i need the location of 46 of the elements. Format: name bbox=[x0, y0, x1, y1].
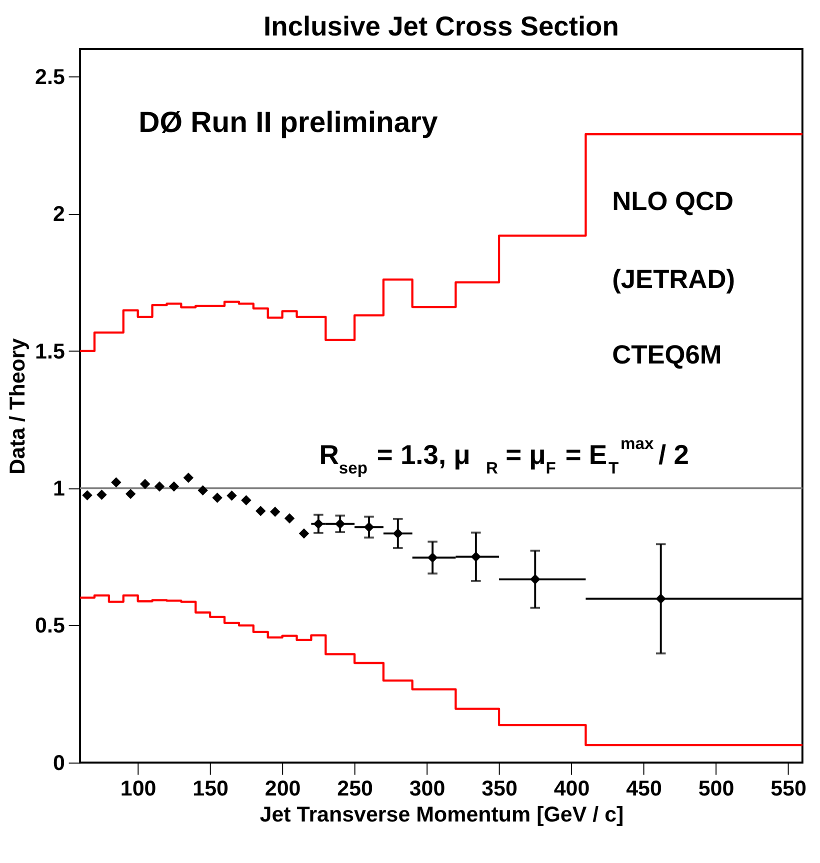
point bbox=[270, 506, 280, 517]
point bbox=[427, 552, 438, 563]
point bbox=[212, 492, 222, 503]
point bbox=[334, 518, 346, 529]
point bbox=[125, 488, 136, 500]
x-tick-label: 500 bbox=[698, 776, 734, 800]
point bbox=[530, 574, 540, 584]
annotation: (JETRAD) bbox=[612, 264, 736, 294]
point bbox=[226, 490, 237, 501]
annotation: NLO QCD bbox=[612, 186, 734, 216]
annotation: CTEQ6M bbox=[612, 339, 722, 370]
x-tick-label: 250 bbox=[337, 776, 374, 800]
point bbox=[198, 485, 208, 496]
y-tick-label: 0 bbox=[52, 750, 65, 775]
point bbox=[168, 481, 180, 492]
y-tick-label: 0.5 bbox=[35, 614, 65, 638]
annotation: DØ Run II preliminary bbox=[138, 106, 439, 140]
x-tick-label: 450 bbox=[626, 776, 662, 800]
point bbox=[298, 528, 310, 539]
point bbox=[82, 490, 92, 500]
x-tick-label: 350 bbox=[482, 776, 518, 800]
x-tick-label: 300 bbox=[409, 776, 446, 800]
point bbox=[364, 522, 374, 532]
point bbox=[96, 490, 107, 500]
x-tick-label: 150 bbox=[192, 776, 229, 800]
chart-title: Inclusive Jet Cross Section bbox=[264, 10, 619, 42]
point bbox=[470, 552, 482, 562]
point bbox=[183, 472, 194, 483]
y-tick-label: 1 bbox=[52, 476, 65, 500]
y-axis-title: Data / Theory bbox=[5, 338, 30, 474]
point bbox=[656, 594, 666, 604]
point bbox=[392, 528, 404, 539]
x-tick-label: 400 bbox=[554, 776, 590, 800]
y-tick-label: 2.5 bbox=[35, 64, 65, 89]
point bbox=[154, 481, 165, 492]
y-tick-label: 1.5 bbox=[35, 339, 65, 364]
point bbox=[256, 506, 266, 516]
x-tick-label: 550 bbox=[770, 776, 806, 800]
x-tick-label: 200 bbox=[264, 776, 301, 800]
x-tick-label: 100 bbox=[120, 776, 156, 800]
point bbox=[241, 495, 252, 506]
point bbox=[140, 478, 150, 490]
x-axis-title: Jet Transverse Momentum [GeV / c] bbox=[260, 802, 624, 827]
y-tick-label: 2 bbox=[52, 202, 65, 226]
point bbox=[284, 513, 295, 524]
point bbox=[111, 477, 122, 488]
